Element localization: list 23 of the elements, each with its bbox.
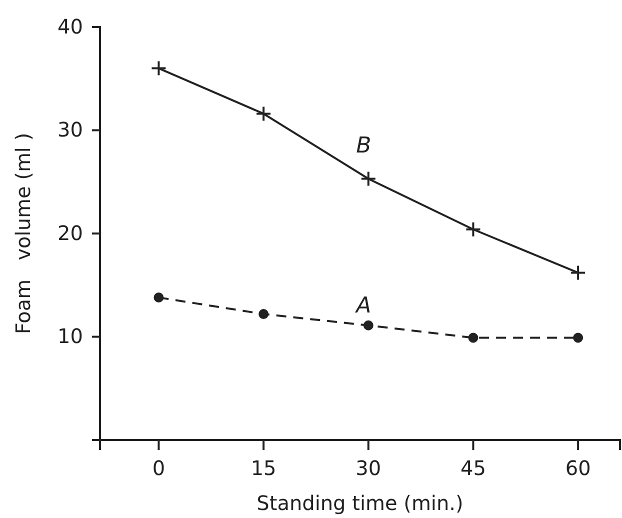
point: [256, 106, 272, 122]
point: [258, 309, 269, 320]
point: [360, 170, 376, 187]
x-axis-title: Standing time (min.): [256, 491, 464, 515]
y-axis-title: Foam volume (ml ): [11, 132, 35, 334]
x-tick-label: 60: [565, 456, 591, 480]
point: [570, 264, 586, 281]
point: [465, 221, 482, 238]
x-tick-label: 30: [356, 456, 382, 480]
series-label: A: [354, 294, 372, 319]
y-tick-label: 20: [58, 220, 83, 245]
point: [363, 320, 374, 330]
x-tick-label: 45: [460, 456, 486, 480]
series-label: B: [356, 134, 372, 159]
point: [573, 332, 584, 343]
point: [150, 60, 167, 76]
point: [154, 292, 164, 302]
y-tick-label: 10: [58, 324, 83, 348]
x-tick-label: 15: [250, 456, 276, 480]
x-tick-label: 0: [152, 456, 166, 480]
point: [468, 332, 478, 343]
y-tick-label: 30: [58, 118, 83, 142]
y-tick-label: 40: [58, 14, 83, 38]
